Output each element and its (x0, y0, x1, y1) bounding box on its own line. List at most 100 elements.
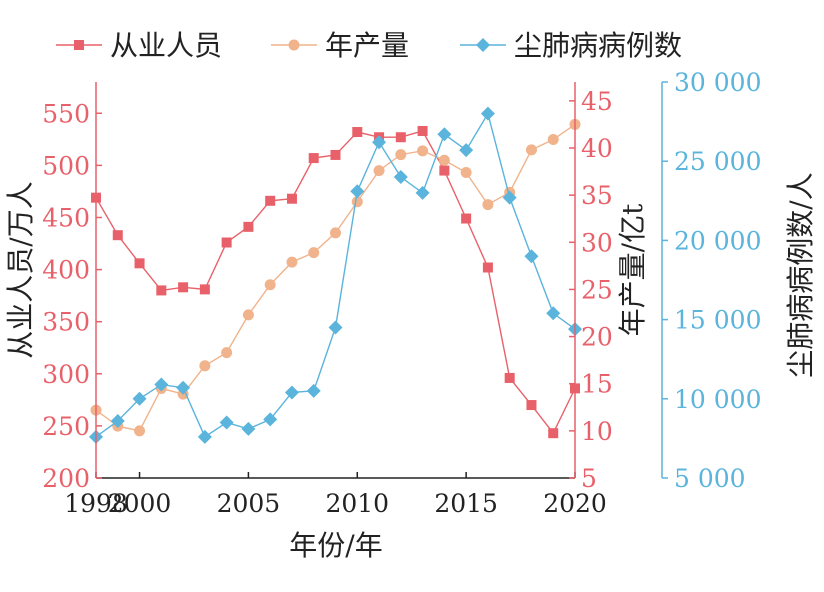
data-point (134, 258, 145, 269)
series-line (95, 111, 576, 438)
data-point (178, 282, 189, 293)
data-point (308, 247, 320, 259)
data-point (546, 306, 561, 321)
plot-area (89, 106, 582, 444)
data-point (110, 413, 125, 428)
series-2 (89, 106, 582, 444)
data-point (221, 347, 233, 359)
data-point (219, 415, 234, 430)
data-point (112, 230, 123, 241)
right-y-axis-title-cases: 尘肺病病例数/人 (784, 172, 817, 377)
right2-tick-label: 5 000 (674, 464, 746, 493)
x-axis-title: 年份/年 (289, 529, 382, 562)
data-point (373, 165, 385, 177)
data-point (395, 132, 406, 143)
left-tick-label: 250 (42, 412, 90, 441)
left-tick-label: 450 (42, 203, 90, 232)
x-tick-label: 2005 (217, 489, 281, 518)
data-point (502, 190, 517, 205)
x-tick-label: 2015 (434, 489, 498, 518)
legend-label: 年产量 (325, 29, 409, 62)
data-point (482, 199, 494, 211)
legend: 从业人员 年产量 尘肺病病例数 (56, 29, 682, 62)
left-tick-label: 200 (42, 464, 90, 493)
right2-tick-label: 20 000 (674, 226, 761, 255)
right1-tick-label: 20 (581, 323, 613, 352)
data-point (548, 428, 559, 439)
legend-item: 从业人员 (56, 29, 222, 62)
data-point (221, 237, 232, 248)
legend-marker (74, 40, 84, 50)
left-tick-label: 350 (42, 308, 90, 337)
data-point (286, 193, 297, 204)
data-point (480, 106, 495, 121)
data-point (350, 184, 365, 199)
data-point (525, 144, 537, 156)
legend-item: 尘肺病病例数 (460, 29, 682, 62)
data-point (330, 149, 341, 160)
data-point (242, 309, 254, 321)
data-point (547, 134, 559, 146)
right-y-axis-cases: 5 000 10 000 15 000 20 000 25 000 30 000 (661, 68, 761, 493)
data-point (330, 227, 341, 239)
left-tick-label: 300 (42, 360, 90, 389)
data-point (437, 127, 452, 142)
left-tick-label: 500 (42, 151, 90, 180)
data-point (286, 256, 298, 268)
right2-tick-label: 30 000 (674, 68, 761, 97)
right2-tick-label: 10 000 (674, 385, 761, 414)
data-point (482, 262, 493, 273)
data-point (197, 429, 212, 444)
x-tick-label: 2000 (108, 489, 172, 518)
data-point (199, 284, 210, 295)
data-point (284, 385, 299, 400)
data-point (415, 185, 430, 200)
right1-tick-label: 45 (581, 87, 613, 116)
data-point (439, 165, 450, 176)
data-point (241, 421, 256, 436)
data-point (393, 170, 408, 185)
right1-tick-label: 35 (581, 181, 613, 210)
data-point (134, 425, 146, 437)
data-point (438, 154, 450, 166)
right1-tick-label: 5 (581, 464, 597, 493)
series-1 (90, 118, 581, 437)
legend-marker (288, 39, 300, 51)
right1-tick-label: 25 (581, 275, 613, 304)
right1-tick-label: 30 (581, 228, 613, 257)
data-point (132, 391, 147, 406)
legend-label: 从业人员 (110, 29, 222, 62)
right2-tick-label: 15 000 (674, 306, 761, 335)
x-tick-label: 2020 (543, 489, 607, 518)
left-tick-label: 550 (42, 99, 90, 128)
data-point (264, 279, 276, 291)
data-point (417, 145, 429, 157)
data-point (176, 380, 191, 395)
right1-tick-label: 40 (581, 134, 613, 163)
x-tick-label: 1998 (64, 489, 128, 518)
left-tick-label: 400 (42, 256, 90, 285)
left-y-axis-title: 从业人员/万人 (4, 181, 37, 358)
right-y-axis-production: 5 10 15 20 25 30 35 40 45 (569, 82, 613, 493)
data-point (308, 153, 319, 164)
data-point (352, 127, 363, 138)
data-point (156, 285, 167, 296)
legend-marker (476, 38, 490, 52)
data-point (459, 143, 474, 158)
data-point (461, 213, 472, 224)
data-point (263, 412, 278, 427)
right-y-axis-title-production: 年产量/亿t (616, 203, 649, 336)
data-point (328, 320, 343, 335)
data-point (372, 135, 387, 150)
right1-tick-label: 15 (581, 370, 613, 399)
series-line (95, 130, 576, 435)
right2-tick-label: 25 000 (674, 147, 761, 176)
left-y-axis: 200 250 300 350 400 450 500 550 (42, 82, 102, 493)
legend-item: 年产量 (271, 29, 409, 62)
right1-tick-label: 10 (581, 417, 613, 446)
data-point (199, 360, 211, 372)
data-point (417, 125, 428, 136)
data-point (460, 167, 472, 179)
data-point (524, 249, 539, 264)
